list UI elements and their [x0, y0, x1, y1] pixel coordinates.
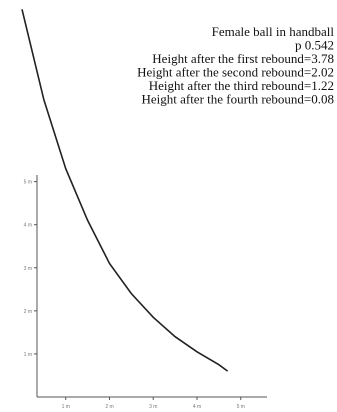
annotation: p 0.542: [295, 38, 334, 53]
annotation: Female ball in handball: [212, 24, 335, 39]
annotation: Height after the first rebound=3.78: [152, 51, 334, 66]
x-tick-label: 3 m: [149, 404, 157, 410]
x-tick-label: 1 m: [62, 404, 70, 410]
y-tick-label: 2 m: [24, 309, 32, 315]
x-tick-label: 2 m: [105, 404, 113, 410]
y-tick-label: 4 m: [24, 223, 32, 229]
y-tick-label: 3 m: [24, 266, 32, 272]
y-tick-label: 5 m: [24, 180, 32, 186]
x-tick-label: 4 m: [193, 404, 201, 410]
annotation: Height after the fourth rebound=0.08: [141, 92, 334, 107]
annotation: Height after the third rebound=1.22: [149, 78, 334, 93]
annotation: Height after the second rebound=2.02: [137, 65, 334, 80]
x-tick-label: 5 m: [237, 404, 245, 410]
y-tick-label: 1 m: [24, 352, 32, 358]
curve: [21, 9, 229, 372]
